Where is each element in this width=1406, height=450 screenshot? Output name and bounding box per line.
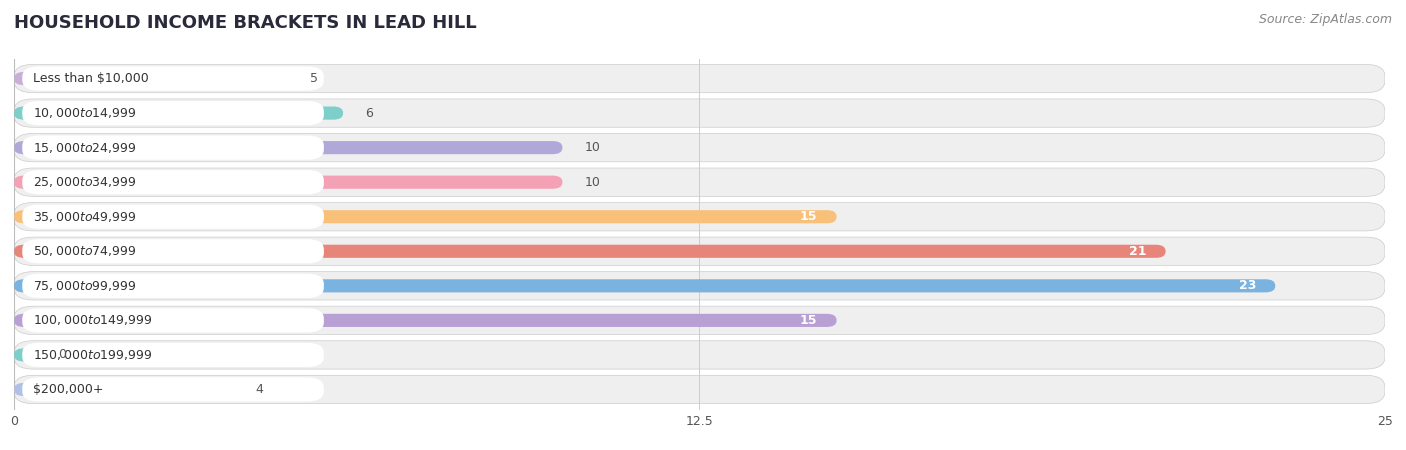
FancyBboxPatch shape xyxy=(22,274,323,298)
FancyBboxPatch shape xyxy=(14,314,837,327)
Text: $15,000 to $24,999: $15,000 to $24,999 xyxy=(34,141,136,155)
FancyBboxPatch shape xyxy=(14,72,288,85)
Text: $200,000+: $200,000+ xyxy=(34,383,104,396)
Text: $150,000 to $199,999: $150,000 to $199,999 xyxy=(34,348,153,362)
Text: 5: 5 xyxy=(311,72,318,85)
FancyBboxPatch shape xyxy=(14,306,1385,334)
Text: 4: 4 xyxy=(256,383,263,396)
Text: Source: ZipAtlas.com: Source: ZipAtlas.com xyxy=(1258,14,1392,27)
Text: 0: 0 xyxy=(58,348,66,361)
FancyBboxPatch shape xyxy=(14,134,1385,162)
Text: HOUSEHOLD INCOME BRACKETS IN LEAD HILL: HOUSEHOLD INCOME BRACKETS IN LEAD HILL xyxy=(14,14,477,32)
FancyBboxPatch shape xyxy=(14,64,1385,93)
Text: $75,000 to $99,999: $75,000 to $99,999 xyxy=(34,279,136,293)
FancyBboxPatch shape xyxy=(14,279,1275,292)
Text: 21: 21 xyxy=(1129,245,1146,258)
FancyBboxPatch shape xyxy=(14,141,562,154)
FancyBboxPatch shape xyxy=(14,375,1385,404)
FancyBboxPatch shape xyxy=(22,170,323,194)
FancyBboxPatch shape xyxy=(14,168,1385,196)
FancyBboxPatch shape xyxy=(14,107,343,120)
Text: $10,000 to $14,999: $10,000 to $14,999 xyxy=(34,106,136,120)
FancyBboxPatch shape xyxy=(22,205,323,229)
Text: $25,000 to $34,999: $25,000 to $34,999 xyxy=(34,175,136,189)
FancyBboxPatch shape xyxy=(22,67,323,90)
FancyBboxPatch shape xyxy=(14,202,1385,231)
FancyBboxPatch shape xyxy=(14,99,1385,127)
FancyBboxPatch shape xyxy=(22,239,323,263)
Text: 6: 6 xyxy=(366,107,373,120)
FancyBboxPatch shape xyxy=(22,378,323,401)
FancyBboxPatch shape xyxy=(22,101,323,125)
Text: $35,000 to $49,999: $35,000 to $49,999 xyxy=(34,210,136,224)
Text: 10: 10 xyxy=(585,176,600,189)
FancyBboxPatch shape xyxy=(22,308,323,333)
Text: 15: 15 xyxy=(800,314,817,327)
FancyBboxPatch shape xyxy=(14,210,837,223)
Text: $100,000 to $149,999: $100,000 to $149,999 xyxy=(34,313,153,327)
Text: 15: 15 xyxy=(800,210,817,223)
Text: 10: 10 xyxy=(585,141,600,154)
FancyBboxPatch shape xyxy=(14,272,1385,300)
FancyBboxPatch shape xyxy=(14,383,233,396)
FancyBboxPatch shape xyxy=(14,176,562,189)
FancyBboxPatch shape xyxy=(14,245,1166,258)
FancyBboxPatch shape xyxy=(14,237,1385,266)
Text: $50,000 to $74,999: $50,000 to $74,999 xyxy=(34,244,136,258)
Text: Less than $10,000: Less than $10,000 xyxy=(34,72,149,85)
Text: 23: 23 xyxy=(1239,279,1256,292)
FancyBboxPatch shape xyxy=(22,135,323,160)
FancyBboxPatch shape xyxy=(22,343,323,367)
FancyBboxPatch shape xyxy=(14,348,37,361)
FancyBboxPatch shape xyxy=(14,341,1385,369)
